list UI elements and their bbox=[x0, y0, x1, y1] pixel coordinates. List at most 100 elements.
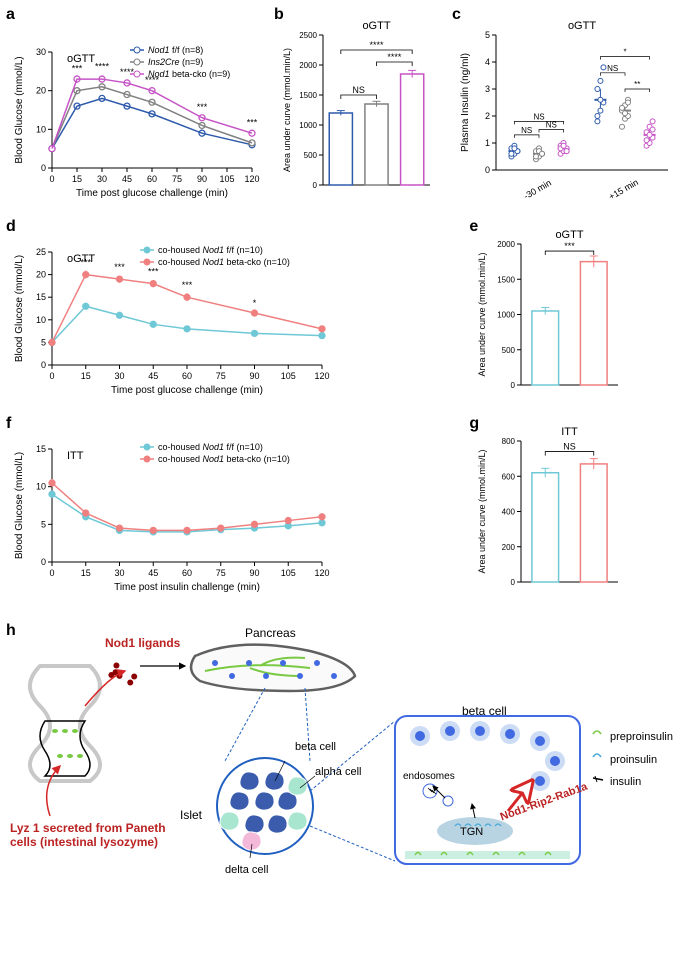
panel-f: f 0153045607590105120051015ITTTime post … bbox=[10, 419, 413, 594]
svg-text:0: 0 bbox=[41, 163, 46, 173]
svg-text:60: 60 bbox=[147, 174, 157, 184]
svg-text:800: 800 bbox=[502, 437, 516, 446]
panel-label-d: d bbox=[6, 218, 16, 236]
chart-f-line: 0153045607590105120051015ITTTime post in… bbox=[10, 419, 330, 594]
svg-text:105: 105 bbox=[219, 174, 234, 184]
svg-text:15: 15 bbox=[36, 444, 46, 454]
svg-text:0: 0 bbox=[49, 568, 54, 578]
svg-text:****: **** bbox=[369, 40, 384, 50]
svg-text:105: 105 bbox=[281, 371, 296, 381]
svg-text:1500: 1500 bbox=[299, 91, 317, 100]
svg-text:2000: 2000 bbox=[299, 61, 317, 70]
svg-text:20: 20 bbox=[36, 86, 46, 96]
label-pro: proinsulin bbox=[610, 754, 657, 766]
svg-text:Blood Glucose (mmol/L): Blood Glucose (mmol/L) bbox=[14, 56, 25, 163]
svg-text:2500: 2500 bbox=[299, 31, 317, 40]
label-prepro: preproinsulin bbox=[610, 731, 673, 743]
svg-text:***: *** bbox=[114, 262, 125, 272]
label-islet: Islet bbox=[180, 808, 202, 822]
svg-text:120: 120 bbox=[314, 568, 329, 578]
svg-text:**: ** bbox=[634, 80, 640, 89]
svg-text:***: *** bbox=[148, 267, 159, 277]
svg-text:Blood Glucose (mmol/L): Blood Glucose (mmol/L) bbox=[14, 255, 25, 362]
svg-text:90: 90 bbox=[197, 174, 207, 184]
label-pancreas: Pancreas bbox=[245, 626, 296, 640]
svg-text:***: *** bbox=[565, 241, 576, 251]
svg-text:NS: NS bbox=[533, 112, 544, 121]
svg-text:30: 30 bbox=[114, 371, 124, 381]
svg-text:60: 60 bbox=[182, 371, 192, 381]
svg-text:0: 0 bbox=[511, 381, 516, 390]
svg-text:NS: NS bbox=[546, 121, 557, 130]
svg-text:oGTT: oGTT bbox=[568, 20, 596, 32]
svg-text:45: 45 bbox=[122, 174, 132, 184]
svg-text:1000: 1000 bbox=[498, 311, 516, 320]
label-ligands: Nod1 ligands bbox=[105, 636, 180, 650]
svg-text:-30 min: -30 min bbox=[522, 178, 553, 200]
label-lyz: Lyz 1 secreted from Paneth cells (intest… bbox=[10, 821, 180, 849]
panel-c: c 012345oGTTPlasma Insulin (ng/ml)-30 mi… bbox=[456, 10, 676, 200]
svg-text:120: 120 bbox=[244, 174, 259, 184]
panel-label-f: f bbox=[6, 415, 11, 433]
svg-text:2000: 2000 bbox=[498, 240, 516, 249]
svg-text:25: 25 bbox=[36, 247, 46, 257]
svg-text:5: 5 bbox=[485, 30, 490, 40]
svg-text:Area under curve (mmol.min/L): Area under curve (mmol.min/L) bbox=[477, 252, 487, 376]
svg-text:Area under curve (mmol.min/L): Area under curve (mmol.min/L) bbox=[282, 48, 292, 172]
label-insulin: insulin bbox=[610, 776, 641, 788]
panel-e: e 0500100015002000oGTTArea under curve (… bbox=[473, 222, 675, 397]
svg-text:4: 4 bbox=[485, 57, 490, 67]
chart-g-bar: 0200400600800ITTArea under curve (mmol.m… bbox=[473, 419, 633, 594]
svg-text:ITT: ITT bbox=[562, 426, 579, 438]
svg-text:***: *** bbox=[247, 117, 258, 127]
svg-text:1500: 1500 bbox=[498, 275, 516, 284]
label-betacell-box: beta cell bbox=[462, 704, 507, 718]
svg-text:oGTT: oGTT bbox=[556, 229, 584, 241]
svg-text:co-housed Nod1 f/f (n=10): co-housed Nod1 f/f (n=10) bbox=[158, 245, 263, 255]
svg-text:20: 20 bbox=[36, 270, 46, 280]
svg-text:15: 15 bbox=[36, 292, 46, 302]
svg-text:45: 45 bbox=[148, 568, 158, 578]
svg-text:oGTT: oGTT bbox=[362, 20, 390, 32]
svg-text:15: 15 bbox=[72, 174, 82, 184]
svg-text:30: 30 bbox=[36, 47, 46, 57]
svg-text:90: 90 bbox=[249, 568, 259, 578]
svg-text:Nod1 beta-cko (n=9): Nod1 beta-cko (n=9) bbox=[148, 69, 230, 79]
svg-text:Time post glucose challenge (m: Time post glucose challenge (min) bbox=[111, 385, 263, 396]
panel-d: d 01530456075901051200510152025oGTTTime … bbox=[10, 222, 413, 397]
svg-text:45: 45 bbox=[148, 371, 158, 381]
svg-text:500: 500 bbox=[304, 151, 318, 160]
svg-text:30: 30 bbox=[114, 568, 124, 578]
svg-text:0: 0 bbox=[485, 165, 490, 175]
panel-label-a: a bbox=[6, 6, 15, 24]
svg-text:NS: NS bbox=[521, 126, 532, 135]
svg-text:+15 min: +15 min bbox=[607, 177, 640, 200]
svg-text:Plasma Insulin (ng/ml): Plasma Insulin (ng/ml) bbox=[460, 53, 471, 152]
svg-text:200: 200 bbox=[502, 543, 516, 552]
svg-text:Time post glucose challenge (m: Time post glucose challenge (min) bbox=[76, 188, 228, 199]
svg-text:400: 400 bbox=[502, 508, 516, 517]
svg-text:Blood Glucose (mmol/L): Blood Glucose (mmol/L) bbox=[14, 452, 25, 559]
svg-text:co-housed Nod1 beta-cko (n=10): co-housed Nod1 beta-cko (n=10) bbox=[158, 257, 290, 267]
svg-text:10: 10 bbox=[36, 482, 46, 492]
svg-text:30: 30 bbox=[97, 174, 107, 184]
svg-text:*: * bbox=[623, 48, 626, 57]
svg-text:5: 5 bbox=[41, 519, 46, 529]
svg-text:***: *** bbox=[182, 280, 193, 290]
panel-label-b: b bbox=[274, 6, 284, 24]
svg-text:co-housed Nod1 beta-cko (n=10): co-housed Nod1 beta-cko (n=10) bbox=[158, 454, 290, 464]
svg-text:60: 60 bbox=[182, 568, 192, 578]
chart-e-bar: 0 500 1000 1500 2000 oGTT Area under curve (mm… bbox=[473, 222, 633, 397]
svg-text:15: 15 bbox=[81, 371, 91, 381]
svg-text:***: *** bbox=[80, 258, 91, 268]
svg-text:75: 75 bbox=[216, 371, 226, 381]
svg-text:****: **** bbox=[387, 52, 402, 62]
svg-text:Nod1 f/f (n=8): Nod1 f/f (n=8) bbox=[148, 45, 203, 55]
svg-text:***: *** bbox=[197, 102, 208, 112]
svg-text:NS: NS bbox=[352, 85, 365, 95]
chart-d-line: 01530456075901051200510152025oGTTTime po… bbox=[10, 222, 330, 397]
svg-text:Area under curve (mmol.min/L): Area under curve (mmol.min/L) bbox=[477, 449, 487, 573]
svg-text:500: 500 bbox=[502, 346, 516, 355]
panel-g: g 0200400600800ITTArea under curve (mmol… bbox=[473, 419, 675, 594]
svg-text:3: 3 bbox=[485, 84, 490, 94]
